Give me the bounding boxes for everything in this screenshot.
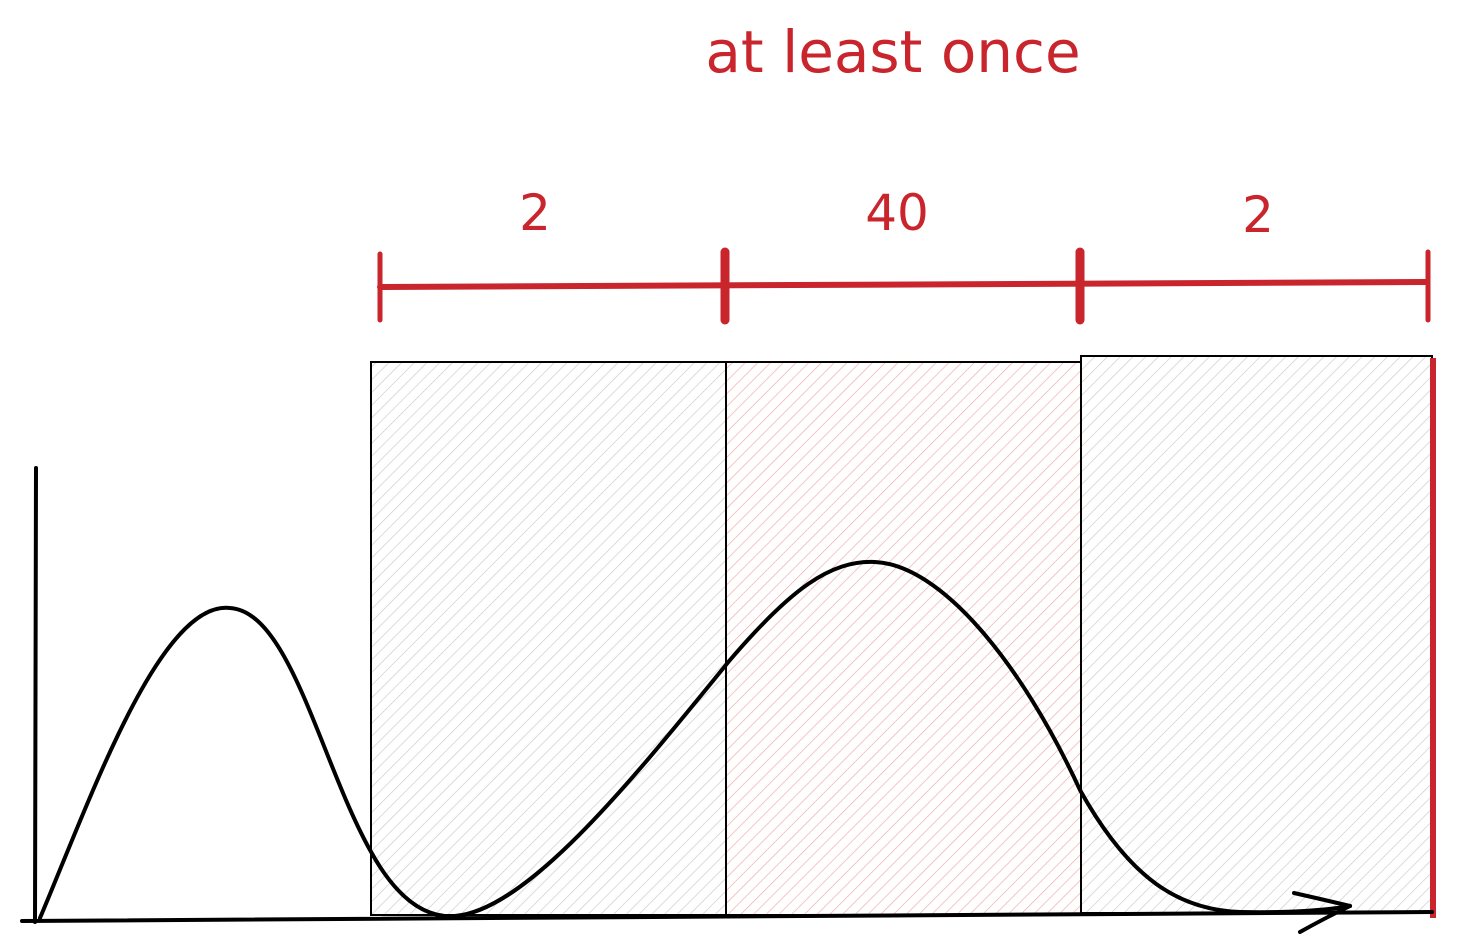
segment-boxes bbox=[370, 355, 1433, 916]
segment-box-middle bbox=[725, 361, 1082, 916]
diagram-title: at least once bbox=[705, 18, 1080, 86]
measurement-line bbox=[377, 279, 1430, 290]
distribution-curves bbox=[38, 559, 1352, 920]
measurement-bar bbox=[377, 247, 1431, 325]
segment-label-middle: 40 bbox=[865, 184, 929, 242]
segment-label-left: 2 bbox=[519, 184, 551, 242]
curve-first-peak bbox=[38, 605, 457, 920]
segment-box-left bbox=[370, 361, 727, 916]
segment-label-right: 2 bbox=[1242, 186, 1274, 244]
segment-box-right bbox=[1080, 355, 1433, 914]
curve-second-peak bbox=[453, 559, 1352, 918]
y-axis bbox=[33, 466, 38, 924]
x-axis bbox=[20, 910, 1434, 923]
